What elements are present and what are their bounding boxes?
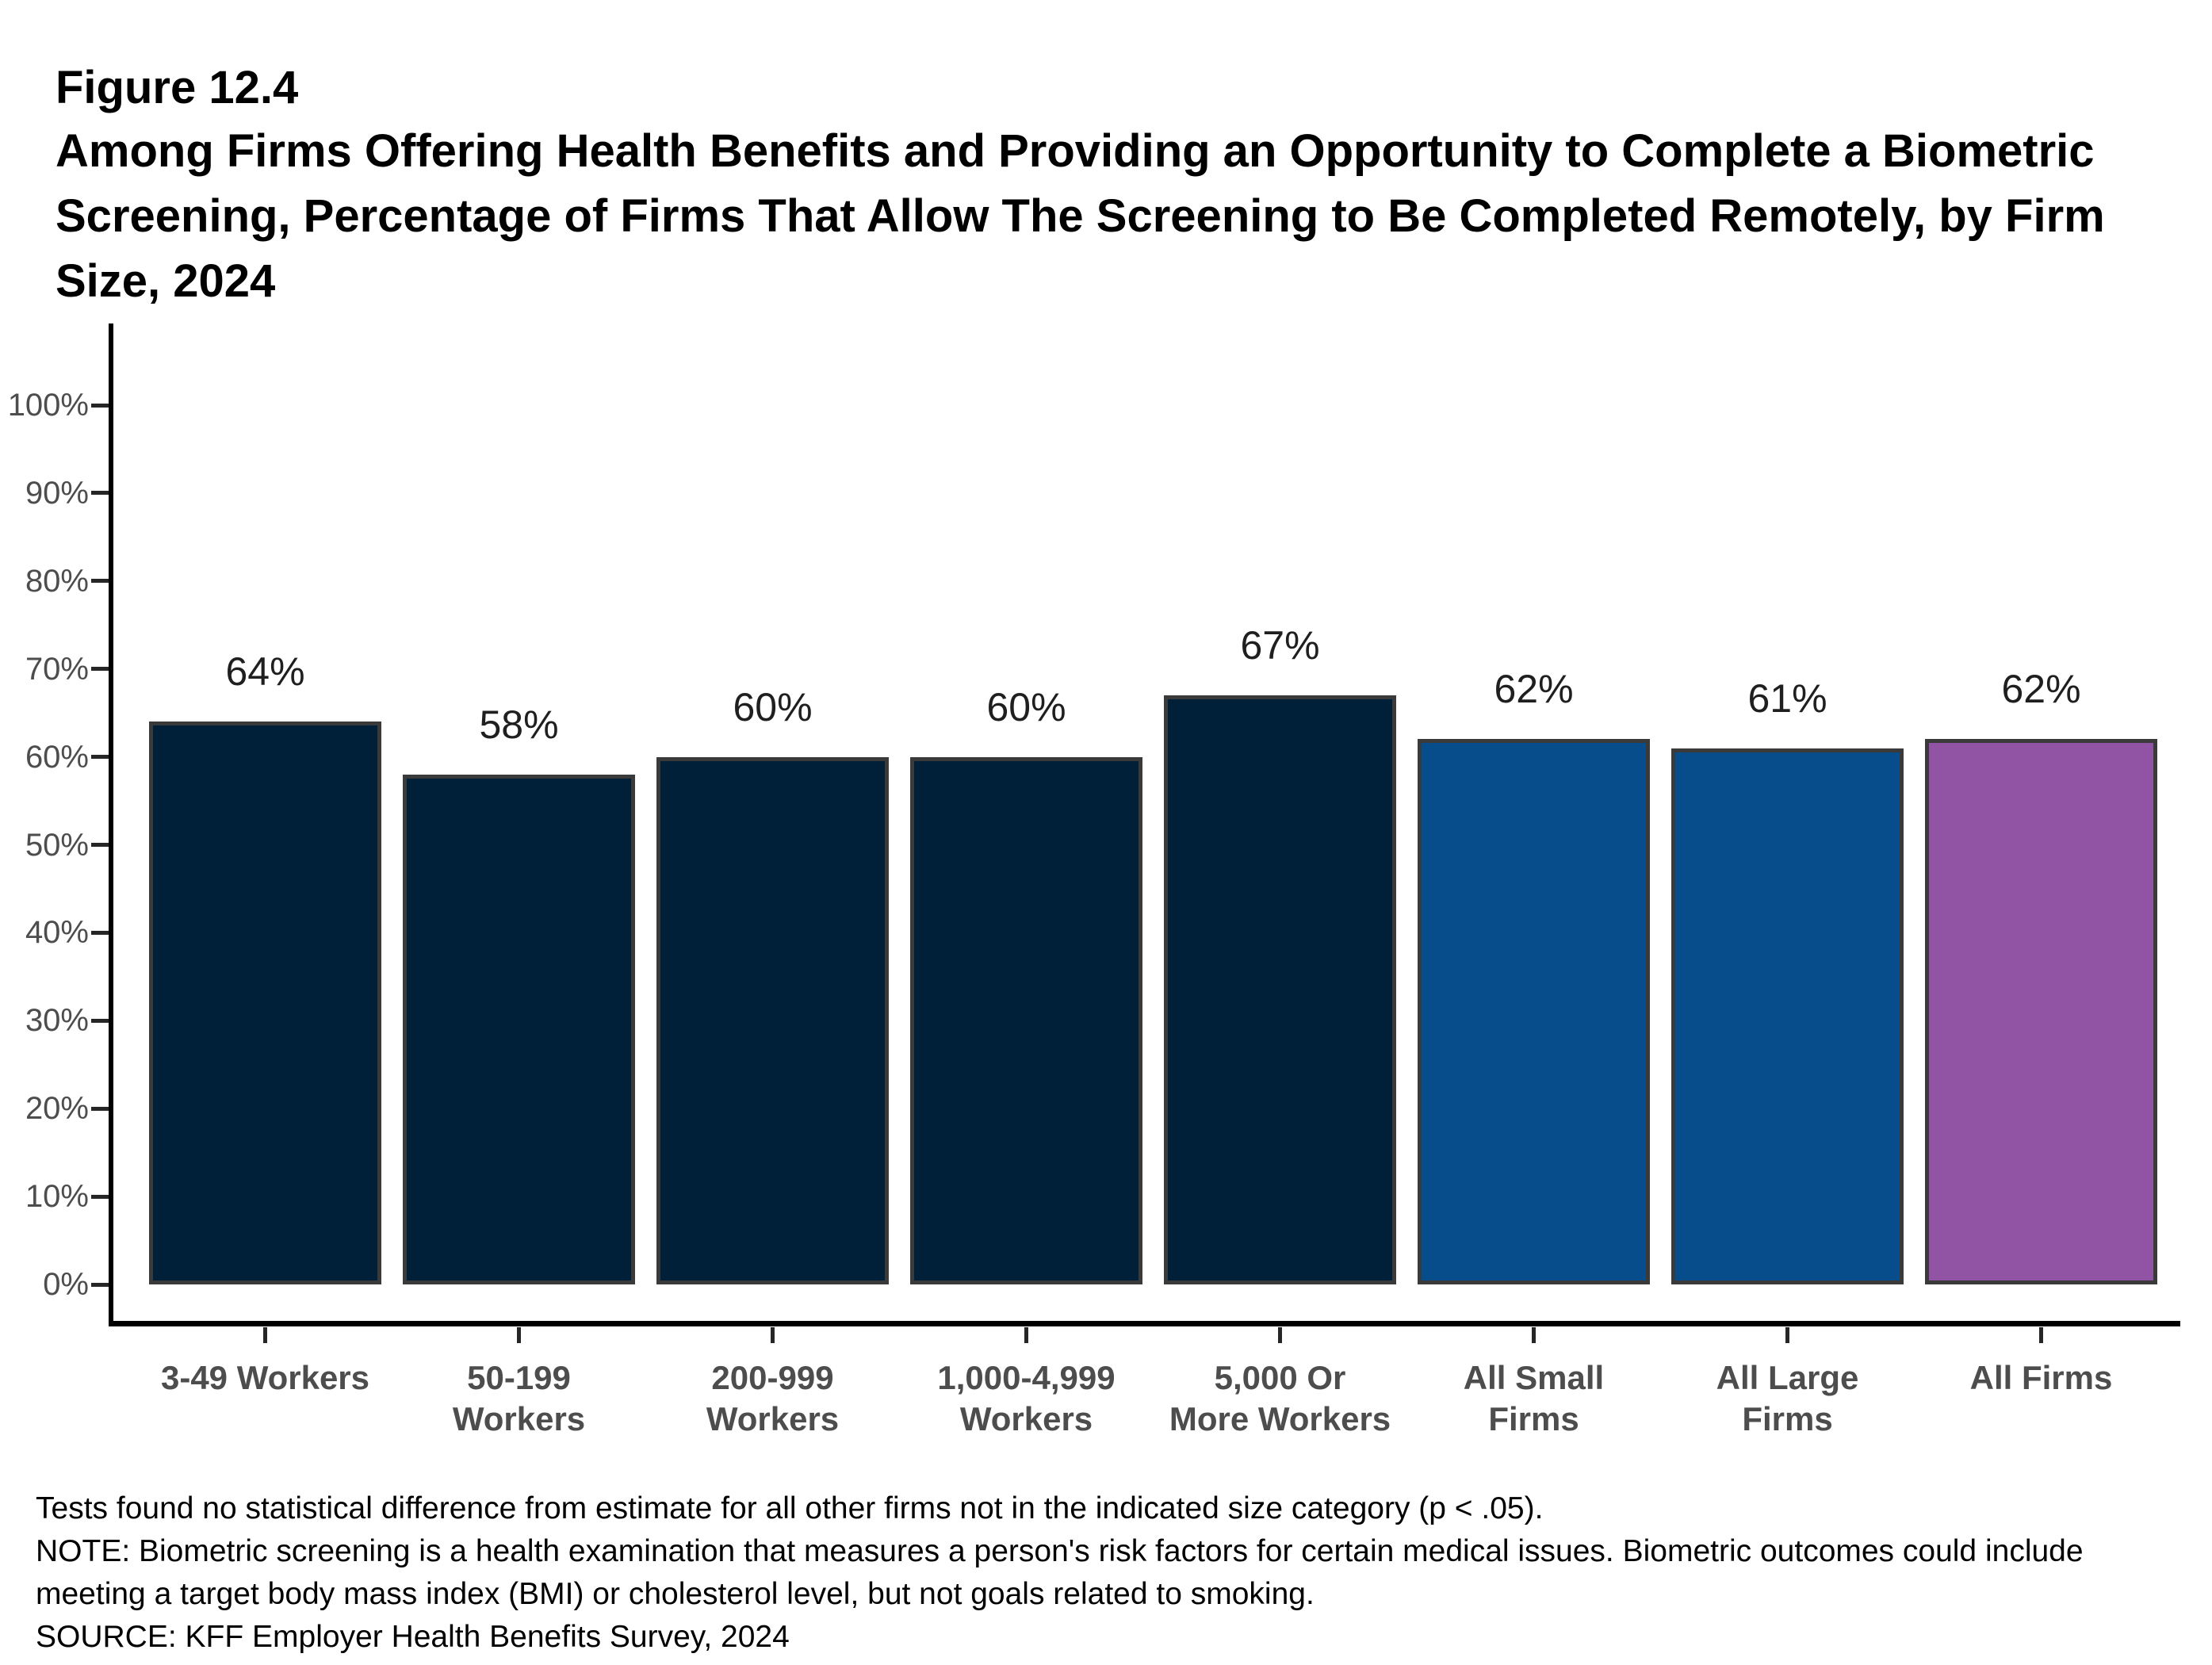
source-note: SOURCE: KFF Employer Health Benefits Sur…: [36, 1620, 790, 1654]
bar-value-label: 60%: [986, 684, 1066, 729]
y-axis-tick-label: 30%: [25, 1003, 89, 1039]
y-axis-tick-label: 20%: [25, 1091, 89, 1127]
y-axis-tick-label: 70%: [25, 651, 89, 687]
x-axis-label-line: All Large: [1716, 1359, 1859, 1396]
chart-title-line-3: Size, 2024: [55, 255, 276, 307]
bar-1: [149, 722, 381, 1284]
y-axis-tick-label: 100%: [7, 388, 89, 423]
x-axis-label-line: Workers: [706, 1400, 840, 1437]
bar-3: [656, 756, 889, 1284]
x-axis-label-line: Workers: [959, 1400, 1093, 1437]
bar-8: [1925, 739, 2157, 1284]
bar-value-label: 62%: [1494, 667, 1574, 712]
y-axis-tick: [91, 755, 109, 760]
x-axis-tick: [1024, 1327, 1028, 1343]
x-axis-label-line: More Workers: [1169, 1400, 1391, 1437]
y-axis-tick-label: 50%: [25, 827, 89, 863]
x-axis-label-line: Workers: [452, 1400, 586, 1437]
y-axis-tick: [91, 667, 109, 672]
note-line-1: NOTE: Biometric screening is a health ex…: [36, 1534, 2084, 1568]
x-axis-tick: [263, 1327, 267, 1343]
x-axis-tick: [1278, 1327, 1282, 1343]
x-axis-label-line: Firms: [1742, 1400, 1833, 1437]
bar-4: [910, 756, 1142, 1284]
x-axis-category-label: 50-199 Workers: [385, 1357, 654, 1440]
y-axis-tick: [91, 1194, 109, 1199]
chart-title: Among Firms Offering Health Benefits and…: [55, 119, 2133, 314]
x-axis-label-line: 50-199: [467, 1359, 571, 1396]
y-axis-tick-label: 80%: [25, 563, 89, 599]
y-axis-line: [109, 323, 113, 1326]
x-axis-label-line: 3-49 Workers: [160, 1359, 370, 1396]
x-axis-label-line: Firms: [1488, 1400, 1579, 1437]
y-axis-tick-label: 40%: [25, 915, 89, 951]
bar-value-label: 61%: [1747, 676, 1827, 721]
x-axis-label-line: 1,000-4,999: [937, 1359, 1116, 1396]
bar-7: [1671, 748, 1904, 1284]
y-axis-tick-label: 10%: [25, 1179, 89, 1215]
bar-value-label: 60%: [733, 684, 813, 729]
x-axis-tick: [517, 1327, 521, 1343]
chart-title-line-2: Screening, Percentage of Firms That Allo…: [55, 190, 2105, 242]
statistical-note: Tests found no statistical difference fr…: [36, 1491, 1544, 1525]
y-axis-tick: [91, 1018, 109, 1023]
y-axis-tick-label: 60%: [25, 739, 89, 775]
bar-value-label: 64%: [225, 649, 305, 695]
x-axis-label-line: All Firms: [1969, 1359, 2113, 1396]
bar-value-label: 62%: [2001, 667, 2081, 712]
y-axis-tick: [91, 930, 109, 935]
x-axis-label-line: 5,000 Or: [1214, 1359, 1346, 1396]
y-axis-tick: [91, 579, 109, 584]
x-axis-category-label: 200-999 Workers: [638, 1357, 908, 1440]
x-axis-category-label: All Firms: [1907, 1357, 2176, 1399]
chart-title-line-1: Among Firms Offering Health Benefits and…: [55, 125, 2095, 177]
x-axis-category-label: 3-49 Workers: [131, 1357, 400, 1399]
x-axis-tick: [1532, 1327, 1536, 1343]
x-axis-category-label: All Large Firms: [1653, 1357, 1923, 1440]
y-axis-tick-label: 90%: [25, 475, 89, 511]
x-axis-line: [109, 1321, 2180, 1326]
x-axis-label-line: 200-999: [711, 1359, 834, 1396]
y-axis-tick: [91, 843, 109, 847]
x-axis-category-label: All Small Firms: [1399, 1357, 1669, 1440]
bar-value-label: 58%: [479, 702, 559, 747]
y-axis-tick: [91, 491, 109, 496]
x-axis-label-line: All Small: [1463, 1359, 1605, 1396]
figure-label: Figure 12.4: [55, 62, 299, 113]
y-axis-tick: [91, 1106, 109, 1111]
bar-6: [1418, 739, 1650, 1284]
x-axis-tick: [771, 1327, 775, 1343]
x-axis-tick: [1785, 1327, 1789, 1343]
x-axis-category-label: 1,000-4,999 Workers: [892, 1357, 1161, 1440]
bar-value-label: 67%: [1240, 622, 1320, 668]
y-axis-tick-label: 0%: [43, 1267, 89, 1302]
bar-2: [403, 774, 635, 1284]
y-axis-tick: [91, 1282, 109, 1287]
y-axis-tick: [91, 403, 109, 408]
footnotes: Tests found no statistical difference fr…: [36, 1487, 2176, 1659]
x-axis-category-label: 5,000 Or More Workers: [1146, 1357, 1415, 1440]
note-line-2: meeting a target body mass index (BMI) o…: [36, 1577, 1315, 1611]
x-axis-tick: [2039, 1327, 2043, 1343]
bar-5: [1164, 695, 1396, 1284]
